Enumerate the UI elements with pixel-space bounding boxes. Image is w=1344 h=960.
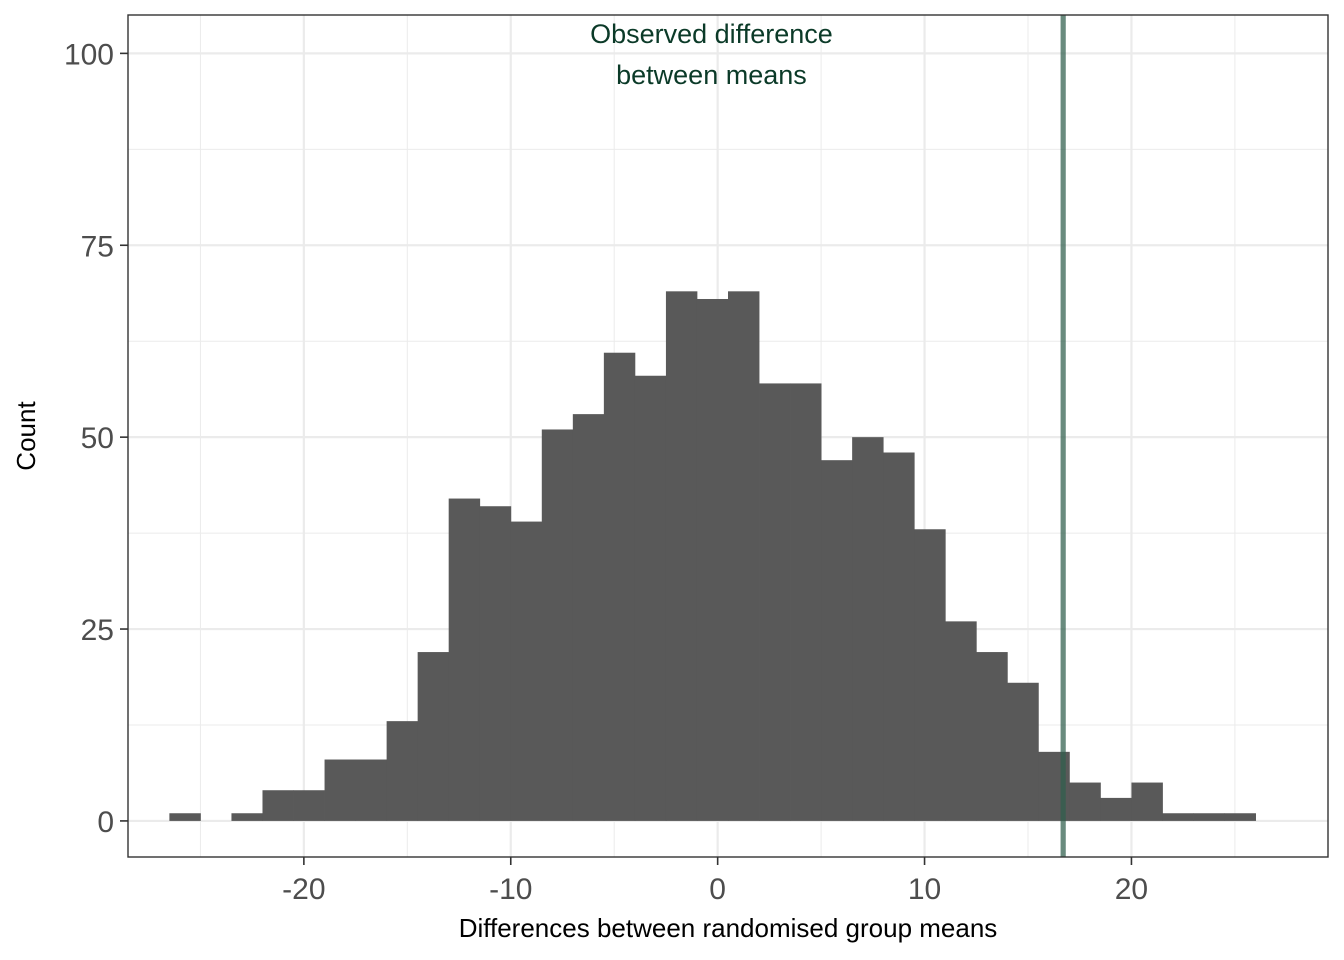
histogram-bar <box>728 291 760 821</box>
y-tick-label: 0 <box>97 806 114 839</box>
y-tick-label: 75 <box>81 230 114 263</box>
histogram-bar <box>262 790 294 821</box>
histogram-bar <box>665 291 698 821</box>
y-axis-title: Count <box>11 401 41 471</box>
histogram-bar <box>386 721 419 821</box>
histogram-bar <box>696 298 729 821</box>
histogram-bar <box>355 759 388 821</box>
histogram-bar <box>603 352 636 821</box>
observed-annotation-line-1: Observed difference <box>590 19 833 49</box>
observed-difference-line <box>1060 15 1066 857</box>
histogram-bar <box>293 790 325 821</box>
y-tick-label: 100 <box>64 38 114 71</box>
histogram-bar <box>169 813 201 821</box>
histogram-bars <box>169 291 1256 821</box>
axes: -20 -10 0 10 20 0 25 50 75 100 <box>64 38 1148 906</box>
histogram-bar <box>1224 813 1256 821</box>
y-tick-label: 50 <box>81 422 114 455</box>
histogram-bar <box>1007 682 1039 821</box>
x-tick-label: 10 <box>908 873 941 906</box>
histogram-bar <box>852 437 884 821</box>
histogram-bar <box>448 498 481 821</box>
x-tick-label: 20 <box>1115 873 1148 906</box>
histogram-bar <box>1100 797 1132 821</box>
histogram-bar <box>821 460 853 821</box>
histogram-bar <box>1069 782 1101 821</box>
histogram-bar <box>324 759 356 821</box>
y-tick-label: 25 <box>81 614 114 647</box>
histogram-bar <box>479 506 512 821</box>
histogram-bar <box>1193 813 1225 821</box>
x-axis-title: Differences between randomised group mea… <box>459 913 998 943</box>
histogram-bar <box>914 529 946 821</box>
histogram-bar <box>883 452 915 821</box>
panel-border <box>127 14 1329 858</box>
histogram-bar <box>541 429 574 821</box>
histogram-bar <box>790 383 822 821</box>
histogram-bar <box>945 621 977 821</box>
histogram-bar <box>759 383 791 821</box>
histogram-bar <box>572 414 605 821</box>
x-tick-label: -20 <box>282 873 325 906</box>
histogram-bar <box>231 813 263 821</box>
x-tick-label: -10 <box>489 873 532 906</box>
histogram-bar <box>417 652 450 821</box>
histogram-bar <box>976 652 1008 821</box>
histogram-bar <box>634 375 667 821</box>
observed-annotation-line-2: between means <box>616 60 807 90</box>
histogram-bar <box>1131 782 1163 821</box>
histogram-bar <box>1162 813 1194 821</box>
histogram-bar <box>510 521 543 821</box>
x-tick-label: 0 <box>709 873 726 906</box>
